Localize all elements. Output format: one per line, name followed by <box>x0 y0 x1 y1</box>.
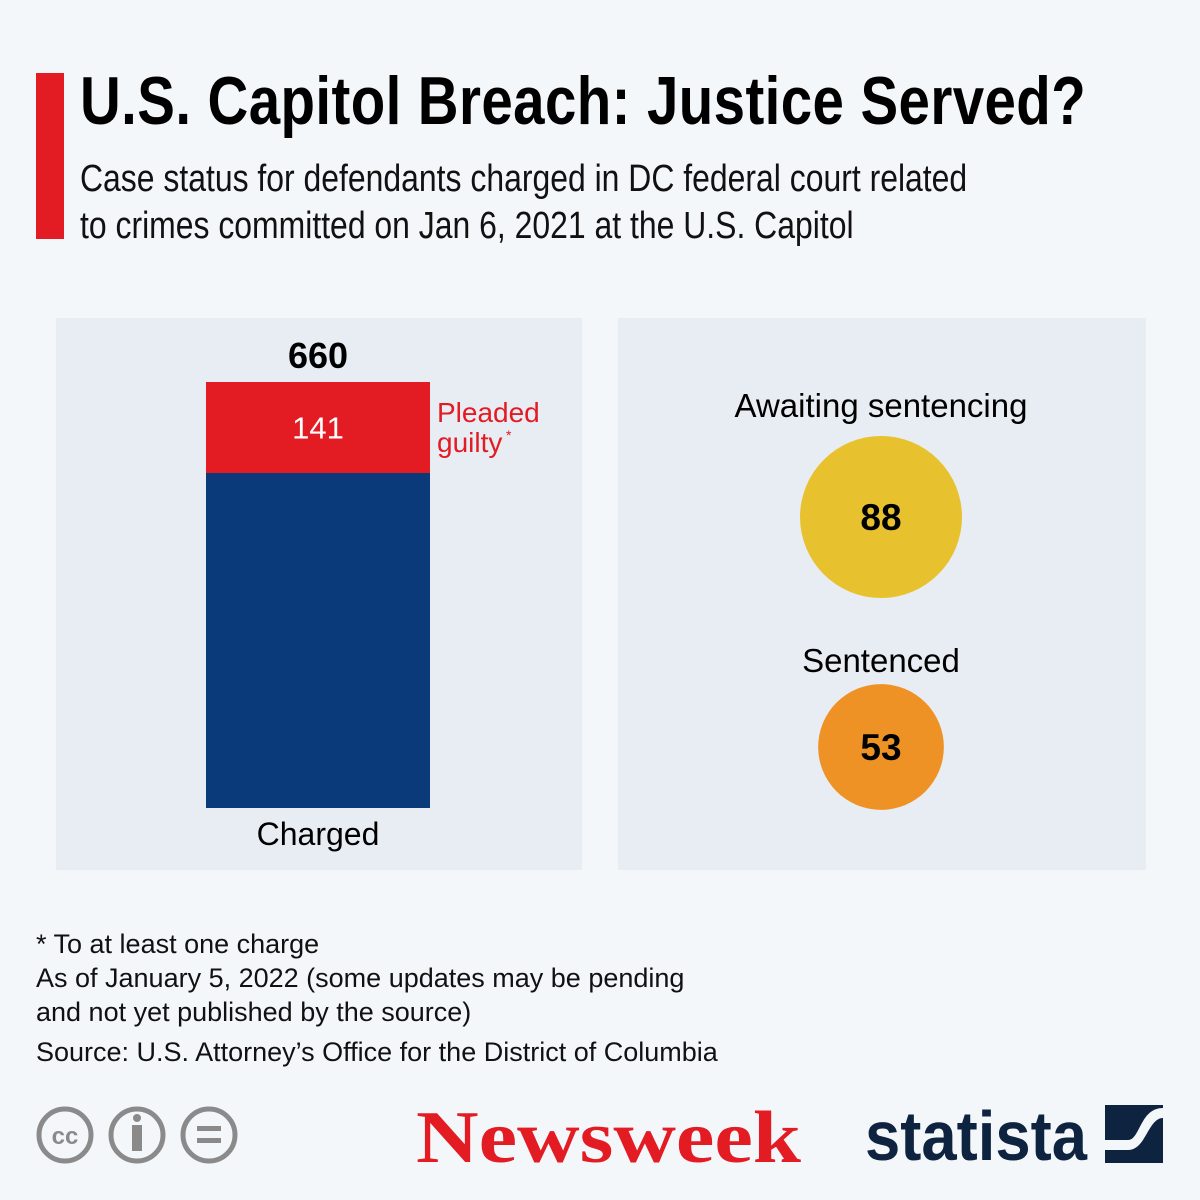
legend-pleaded-line1: Pleaded <box>437 397 540 428</box>
source-note: Source: U.S. Attorney’s Office for the D… <box>36 1037 718 1067</box>
category-label-charged: Charged <box>257 816 380 852</box>
bubble-name-1: Sentenced <box>802 642 960 679</box>
legend-asterisk: * <box>506 427 512 443</box>
bubble-name-0: Awaiting sentencing <box>735 387 1028 424</box>
chart-title: U.S. Capitol Breach: Justice Served? <box>80 63 1087 139</box>
bubble-value-1: 53 <box>860 727 901 768</box>
as-of-note-line1: As of January 5, 2022 (some updates may … <box>36 963 685 993</box>
bubble-value-0: 88 <box>860 497 901 538</box>
title-accent-bar <box>36 73 64 239</box>
bubble-1 <box>818 684 944 810</box>
chart-subtitle-line2: to crimes committed on Jan 6, 2021 at th… <box>80 205 854 247</box>
bar-total-label: 660 <box>288 335 348 376</box>
footnote: * To at least one charge <box>36 929 320 959</box>
legend-pleaded-line2: guilty <box>437 427 502 458</box>
bar-pleaded-guilty-label: 141 <box>292 411 344 446</box>
chart-subtitle-line1: Case status for defendants charged in DC… <box>80 158 968 200</box>
as-of-note-line2: and not yet published by the source) <box>36 997 472 1027</box>
bubble-0 <box>800 436 962 598</box>
bar-pleaded-guilty <box>206 382 430 474</box>
